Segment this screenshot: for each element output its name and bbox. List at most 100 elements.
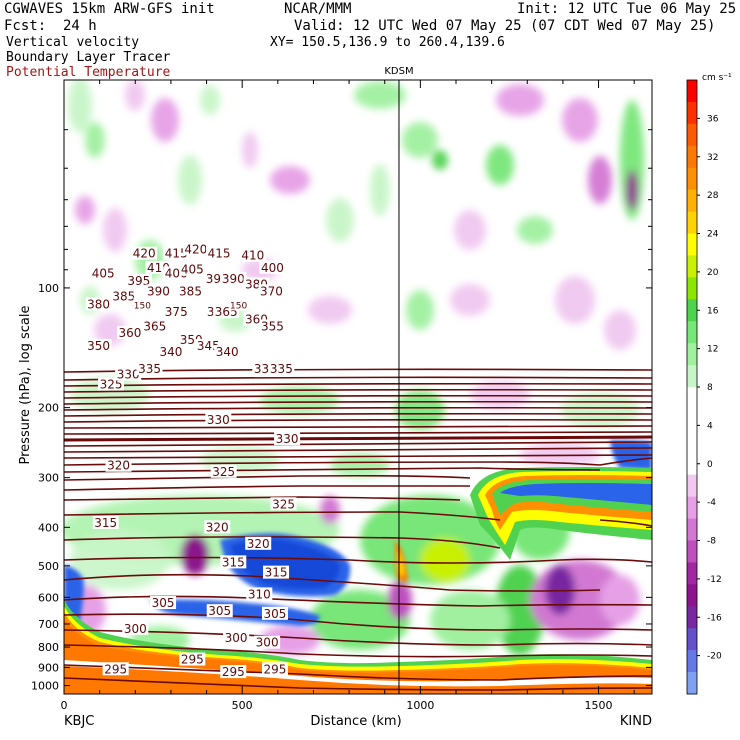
colorbar-tick-label: 0: [707, 460, 713, 470]
theta-label-bg: [220, 555, 247, 569]
theta-label-bg: [122, 621, 149, 635]
colorbar-segment: [687, 408, 697, 432]
theta-contour-label: 405: [181, 263, 204, 277]
theta-label-bg: [136, 362, 163, 376]
colorbar-segment: [687, 474, 697, 498]
theta-contour-label: 345: [197, 339, 220, 353]
theta-label-bg: [98, 377, 125, 391]
theta-label-bg: [90, 266, 117, 280]
x-axis: 0 500 1000 1500: [61, 80, 635, 712]
theta-label-bg: [92, 515, 119, 529]
colorbar-segment: [687, 145, 697, 169]
theta-label-bg: [259, 260, 286, 274]
theta-contour-label: 295: [104, 662, 127, 676]
theta-contour-label: 350: [87, 339, 110, 353]
colorbar-segment: [687, 255, 697, 278]
theta-contour-label: 415: [208, 247, 231, 261]
forecast-label: Fcst:: [4, 18, 47, 34]
theta-label-bg: [204, 520, 231, 534]
theta-contour-label: 295: [222, 665, 245, 679]
theta-contour-label: 305: [208, 604, 231, 618]
org-label: NCAR/MMM: [284, 1, 352, 17]
theta-label-bg: [115, 367, 142, 381]
theta-label-bg: [261, 662, 288, 676]
theta-label-bg: [163, 246, 190, 260]
theta-contour-label: 415: [165, 247, 188, 261]
colorbar-tick-label: -8: [707, 537, 716, 547]
theta-contour-label: 335: [138, 362, 161, 376]
colorbar-segment: [687, 167, 697, 191]
colorbar-tick-label: -12: [707, 575, 722, 585]
cross-section-coordinates: XY= 150.5,136.9 to 260.4,139.6: [270, 35, 505, 50]
theta-label-bg: [254, 635, 281, 649]
colorbar-segment: [687, 321, 697, 344]
theta-contour-label: 320: [206, 520, 229, 534]
theta-label-bg: [110, 289, 137, 303]
x-axis-title: Distance (km): [310, 714, 401, 729]
theta-contour-label: 325: [100, 378, 123, 392]
theta-contour-label: 315: [222, 555, 245, 569]
theta-contour-label: 360: [118, 326, 141, 340]
theta-label-bg: [258, 284, 285, 298]
colorbar-segment: [687, 496, 697, 520]
theta-label-bg: [205, 413, 232, 427]
colorbar-segment: [687, 211, 697, 234]
theta-label-bg: [105, 458, 132, 472]
colorbar-segment: [687, 233, 697, 256]
theta-contour-label: 310: [248, 587, 271, 601]
theta-label-bg: [223, 631, 250, 645]
theta-label-bg: [229, 297, 248, 311]
theta-contour-label: 325: [272, 497, 295, 511]
theta-label-bg: [206, 604, 233, 618]
field-vertical-velocity: Vertical velocity: [6, 35, 140, 50]
theta-contour-label: 390: [222, 272, 245, 286]
colorbar-units: cm s⁻¹: [702, 73, 732, 83]
field-potential-temperature: Potential Temperature: [6, 65, 171, 80]
colorbar-tick-label: 20: [707, 268, 719, 278]
theta-contour-label: 400: [261, 261, 284, 275]
theta-contour-label: 150: [134, 301, 151, 311]
colorbar-segment: [687, 277, 697, 300]
theta-label-bg: [274, 432, 301, 446]
colorbar-segment: [687, 343, 697, 366]
theta-contour-label: 295: [181, 653, 204, 667]
theta-contour-label: 315: [94, 516, 117, 530]
theta-contour-label: 385: [179, 284, 202, 298]
theta-label-bg: [85, 297, 112, 311]
colorbar-segment: [687, 101, 697, 125]
colorbar-segment: [687, 540, 697, 563]
theta-label-bg: [116, 326, 143, 340]
y-tick-label: 100: [38, 282, 59, 295]
y-axis-title: Pressure (hPa), log scale: [18, 306, 33, 465]
plot-frame: [63, 79, 653, 695]
theta-contour-label: 150: [230, 301, 247, 311]
theta-label-bg: [150, 596, 177, 610]
theta-label-bg: [102, 662, 129, 676]
colorbar-segment: [687, 299, 697, 322]
colorbar-tick-label: -20: [707, 652, 722, 662]
theta-contour-label: 355: [261, 319, 284, 333]
colorbar-segment: [687, 584, 697, 607]
theta-contour-label: 420: [184, 242, 207, 256]
forecast-hour: 24 h: [63, 18, 97, 34]
y-tick-label: 900: [38, 661, 59, 674]
theta-contour-label: 300: [256, 636, 279, 650]
y-tick-label: 700: [38, 618, 59, 631]
colorbar-tick-label: -4: [707, 498, 716, 508]
theta-contour-label: 320: [107, 459, 130, 473]
theta-contour-label: 330: [276, 432, 299, 446]
theta-label-bg: [131, 246, 158, 260]
theta-label-bg: [220, 665, 247, 679]
theta-label-bg: [141, 319, 168, 333]
x-tick-label: 0: [61, 699, 68, 712]
theta-label-bg: [261, 606, 288, 620]
x-tick-label: 1000: [406, 699, 434, 712]
colorbar: 36 32 28 24 20 16 12 8 4 0 -4 -8 -12 -16 -20: [686, 79, 722, 695]
model-title: CGWAVES 15km ARW-GFS init: [4, 1, 215, 17]
theta-label-bg: [268, 362, 295, 376]
left-station-label: KBJC: [64, 714, 94, 729]
colorbar-segment: [687, 672, 697, 695]
theta-label-bg: [179, 652, 206, 666]
theta-label-bg: [133, 297, 152, 311]
colorbar-segment: [687, 452, 697, 476]
